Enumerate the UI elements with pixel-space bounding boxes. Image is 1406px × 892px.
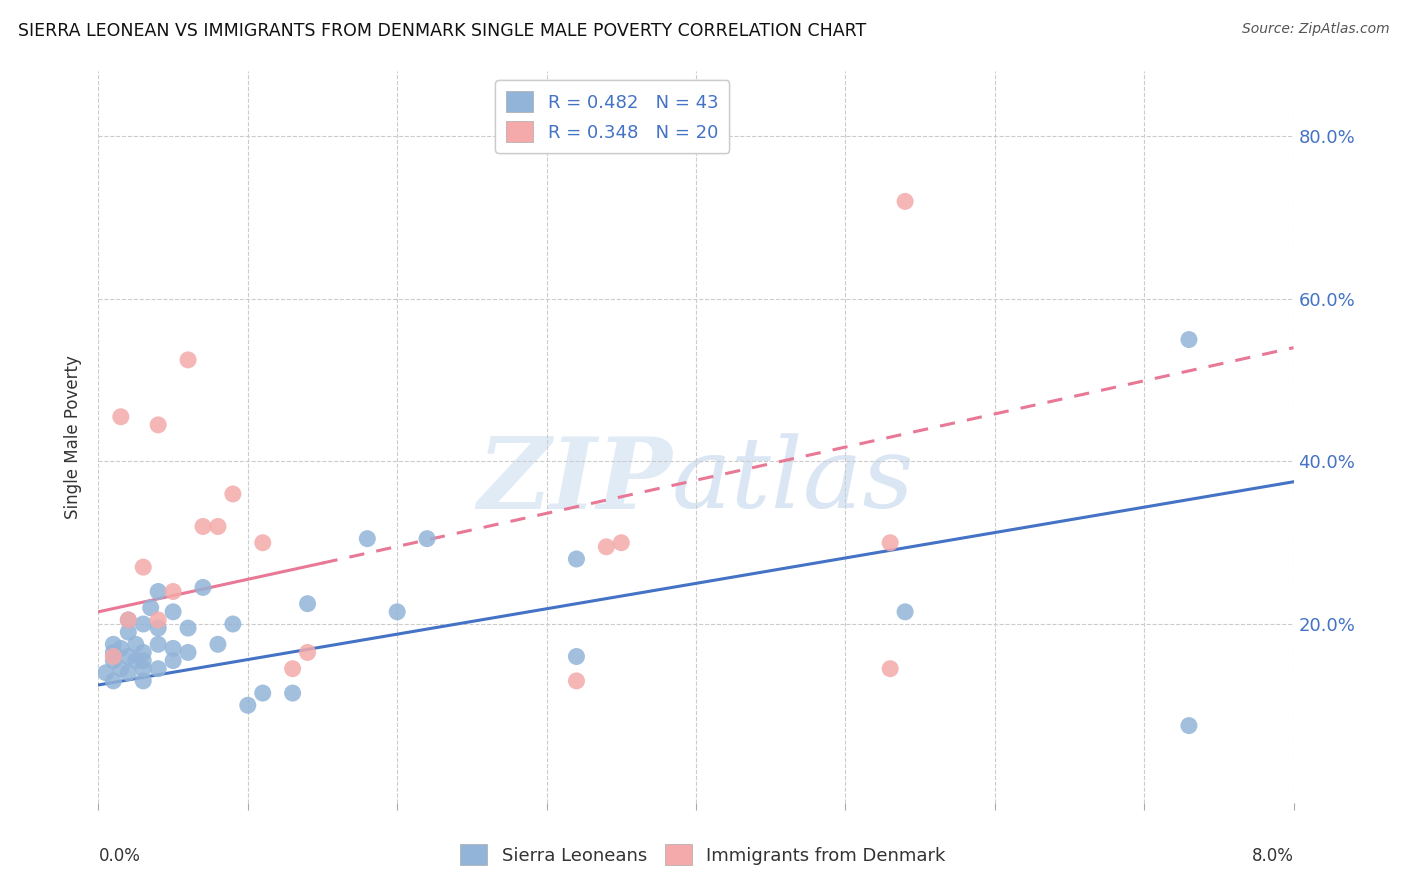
Point — [103, 654, 125, 668]
Text: SIERRA LEONEAN VS IMMIGRANTS FROM DENMARK SINGLE MALE POVERTY CORRELATION CHART: SIERRA LEONEAN VS IMMIGRANTS FROM DENMAR… — [18, 22, 866, 40]
Point — [281, 686, 304, 700]
Point — [297, 645, 319, 659]
Point — [1178, 333, 1201, 347]
Point — [191, 519, 214, 533]
Point — [222, 617, 245, 632]
Point — [894, 605, 917, 619]
Text: 0.0%: 0.0% — [98, 847, 141, 864]
Point — [132, 617, 155, 632]
Point — [879, 662, 901, 676]
Text: 8.0%: 8.0% — [1251, 847, 1294, 864]
Point — [103, 645, 125, 659]
Point — [125, 654, 148, 668]
Point — [162, 641, 184, 656]
Point — [94, 665, 117, 680]
Point — [236, 698, 259, 713]
Point — [177, 352, 200, 367]
Point — [610, 535, 633, 549]
Point — [252, 535, 274, 549]
Point — [252, 686, 274, 700]
Point — [162, 654, 184, 668]
Point — [117, 613, 139, 627]
Point — [132, 673, 155, 688]
Point — [416, 532, 439, 546]
Point — [385, 605, 409, 619]
Y-axis label: Single Male Poverty: Single Male Poverty — [65, 355, 83, 519]
Point — [148, 417, 170, 432]
Point — [132, 560, 155, 574]
Point — [207, 637, 229, 651]
Text: Source: ZipAtlas.com: Source: ZipAtlas.com — [1241, 22, 1389, 37]
Point — [162, 584, 184, 599]
Point — [297, 597, 319, 611]
Point — [117, 665, 139, 680]
Point — [117, 625, 139, 640]
Point — [110, 662, 132, 676]
Point — [565, 649, 588, 664]
Point — [103, 673, 125, 688]
Point — [110, 641, 132, 656]
Point — [356, 532, 378, 546]
Point — [207, 519, 229, 533]
Point — [125, 637, 148, 651]
Point — [103, 637, 125, 651]
Point — [103, 649, 125, 664]
Point — [894, 194, 917, 209]
Point — [148, 662, 170, 676]
Point — [117, 649, 139, 664]
Point — [281, 662, 304, 676]
Point — [1178, 718, 1201, 732]
Point — [117, 613, 139, 627]
Point — [148, 613, 170, 627]
Point — [595, 540, 617, 554]
Text: atlas: atlas — [672, 434, 915, 529]
Point — [565, 673, 588, 688]
Point — [148, 621, 170, 635]
Point — [132, 662, 155, 676]
Point — [879, 535, 901, 549]
Text: ZIP: ZIP — [477, 433, 672, 529]
Legend: Sierra Leoneans, Immigrants from Denmark: Sierra Leoneans, Immigrants from Denmark — [453, 837, 953, 872]
Point — [177, 645, 200, 659]
Point — [110, 409, 132, 424]
Point — [222, 487, 245, 501]
Point — [132, 654, 155, 668]
Point — [148, 584, 170, 599]
Legend: R = 0.482   N = 43, R = 0.348   N = 20: R = 0.482 N = 43, R = 0.348 N = 20 — [495, 80, 730, 153]
Point — [177, 621, 200, 635]
Point — [148, 637, 170, 651]
Point — [139, 600, 162, 615]
Point — [162, 605, 184, 619]
Point — [191, 581, 214, 595]
Point — [565, 552, 588, 566]
Point — [132, 645, 155, 659]
